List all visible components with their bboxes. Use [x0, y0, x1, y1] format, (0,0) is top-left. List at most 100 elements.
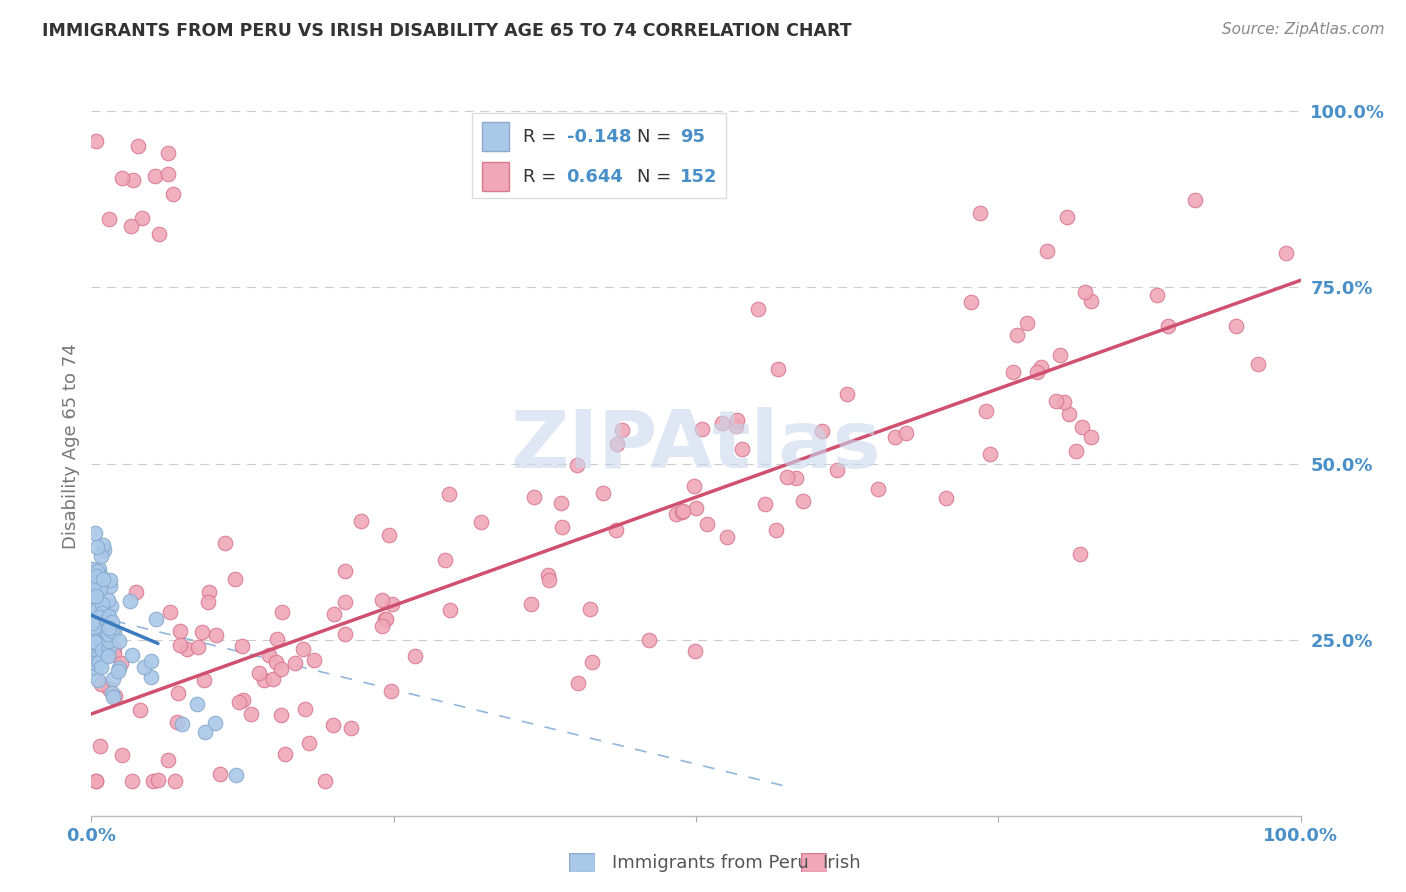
Point: [866, 482, 889, 496]
Point: [550, 496, 572, 510]
Point: [969, 205, 991, 219]
Point: [131, 211, 153, 226]
Point: [87, 611, 110, 625]
Point: [87, 673, 110, 687]
Point: [101, 624, 124, 638]
Point: [87, 649, 110, 664]
Point: [169, 624, 191, 639]
Point: [98, 574, 121, 588]
Point: [1275, 245, 1298, 260]
Point: [82, 615, 104, 630]
Point: [100, 686, 122, 700]
Point: [610, 423, 633, 437]
Text: Source: ZipAtlas.com: Source: ZipAtlas.com: [1222, 22, 1385, 37]
Point: [374, 612, 396, 626]
Point: [89, 567, 111, 582]
Point: [690, 421, 713, 435]
Point: [157, 167, 180, 181]
Point: [231, 639, 253, 653]
Point: [1005, 328, 1028, 343]
Point: [776, 469, 799, 483]
Point: [1049, 347, 1071, 361]
Point: [82, 624, 104, 639]
Point: [1146, 288, 1168, 302]
Point: [523, 490, 546, 504]
Point: [725, 419, 748, 434]
Point: [883, 430, 905, 444]
Point: [90, 659, 112, 673]
Point: [314, 773, 336, 788]
Point: [193, 673, 215, 687]
Point: [810, 424, 832, 438]
Point: [101, 672, 124, 686]
Point: [172, 716, 194, 731]
Point: [350, 514, 373, 528]
Point: [340, 721, 363, 735]
Point: [1056, 210, 1078, 224]
Point: [82, 643, 104, 657]
Point: [90, 549, 112, 563]
Point: [83, 609, 105, 624]
Point: [91, 643, 114, 657]
Point: [90, 607, 112, 621]
Point: [271, 605, 294, 619]
Point: [1247, 357, 1270, 371]
Point: [139, 670, 162, 684]
Point: [264, 655, 287, 669]
Y-axis label: Disability Age 65 to 74: Disability Age 65 to 74: [62, 343, 80, 549]
Point: [145, 612, 167, 626]
Point: [960, 295, 983, 310]
Point: [1080, 430, 1102, 444]
Point: [84, 636, 107, 650]
Point: [146, 772, 169, 787]
Point: [1001, 365, 1024, 379]
Point: [93, 624, 115, 638]
Point: [84, 569, 107, 583]
Point: [89, 739, 111, 753]
Point: [671, 505, 693, 519]
Point: [232, 693, 254, 707]
Point: [166, 715, 188, 730]
Point: [567, 676, 589, 690]
Text: 0.644: 0.644: [567, 168, 623, 186]
Point: [1031, 360, 1053, 375]
Point: [605, 523, 627, 537]
Point: [107, 665, 129, 679]
Point: [86, 602, 108, 616]
Point: [247, 665, 270, 680]
Point: [83, 526, 105, 541]
Point: [148, 227, 170, 241]
Point: [84, 641, 107, 656]
Point: [257, 648, 280, 662]
Point: [292, 642, 315, 657]
Point: [204, 716, 226, 731]
Point: [439, 603, 461, 617]
Point: [111, 170, 134, 185]
Bar: [482, 162, 509, 191]
Point: [103, 641, 125, 656]
Point: [176, 641, 198, 656]
FancyBboxPatch shape: [472, 112, 725, 198]
Point: [747, 302, 769, 317]
Point: [93, 542, 115, 557]
Point: [132, 660, 155, 674]
Point: [86, 540, 108, 554]
Point: [87, 582, 110, 597]
Point: [266, 632, 288, 647]
Point: [103, 625, 125, 640]
Point: [90, 677, 112, 691]
Text: R =: R =: [523, 168, 562, 186]
Point: [205, 628, 228, 642]
Point: [252, 673, 274, 687]
Point: [1036, 244, 1059, 258]
Point: [1074, 285, 1097, 299]
Point: [1080, 293, 1102, 308]
Text: N =: N =: [637, 168, 676, 186]
Point: [837, 387, 859, 401]
Point: [84, 657, 107, 671]
Point: [302, 653, 325, 667]
Point: [380, 684, 402, 698]
Point: [89, 582, 111, 597]
Point: [551, 520, 574, 534]
Point: [84, 601, 107, 615]
